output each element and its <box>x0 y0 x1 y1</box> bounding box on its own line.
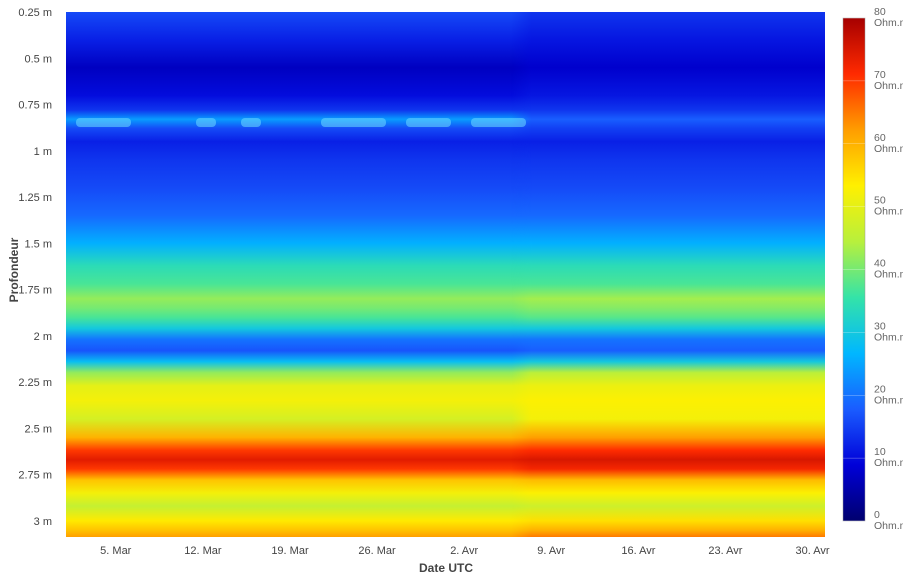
y-tick-label: 0.25 m <box>18 7 52 19</box>
colorbar-tick-unit: Ohm.m <box>874 457 903 469</box>
y-tick-label: 0.5 m <box>24 53 52 65</box>
x-tick-label: 19. Mar <box>271 545 309 557</box>
heatmap-cells-late <box>66 12 825 537</box>
y-tick-label: 3 m <box>34 516 52 528</box>
x-tick-label: 12. Mar <box>184 545 222 557</box>
colorbar-tick-unit: Ohm.m <box>874 331 903 343</box>
colorbar-tick-unit: Ohm.m <box>874 394 903 406</box>
colorbar-tick-unit: Ohm.m <box>874 269 903 281</box>
x-tick-label: 26. Mar <box>358 545 396 557</box>
high-resistivity-streak <box>196 118 216 127</box>
colorbar-tick-unit: Ohm.m <box>874 206 903 218</box>
y-tick-label: 2 m <box>34 331 52 343</box>
colorbar: 80Ohm.m70Ohm.m60Ohm.m50Ohm.m40Ohm.m30Ohm… <box>842 6 903 532</box>
x-tick-label: 9. Avr <box>537 545 565 557</box>
x-tick-label: 30. Avr <box>796 545 830 557</box>
high-resistivity-streak <box>321 118 386 127</box>
colorbar-tick-unit: Ohm.m <box>874 80 903 92</box>
y-axis-ticks: 0.25 m 0.5 m 0.75 m 1 m 1.25 m 1.5 m 1.75 m 2 m… <box>18 7 52 528</box>
high-resistivity-streak <box>241 118 261 127</box>
y-tick-label: 2.25 m <box>18 377 52 389</box>
colorbar-tick-value: 40 <box>874 258 886 270</box>
colorbar-tick-unit: Ohm.m <box>874 143 903 155</box>
y-tick-label: 1.5 m <box>24 238 52 250</box>
colorbar-ticks: 80Ohm.m70Ohm.m60Ohm.m50Ohm.m40Ohm.m30Ohm… <box>843 6 903 532</box>
heatmap-plot-area <box>66 12 825 537</box>
y-tick-label: 0.75 m <box>18 100 52 112</box>
y-tick-label: 1.75 m <box>18 285 52 297</box>
high-resistivity-streak <box>471 118 526 127</box>
x-tick-label: 16. Avr <box>621 545 655 557</box>
x-axis-ticks: 5. Mar 12. Mar 19. Mar 26. Mar 2. Avr 9. Avr 1… <box>100 545 830 557</box>
y-tick-label: 1 m <box>34 146 52 158</box>
y-tick-label: 1.25 m <box>18 192 52 204</box>
near-surface-streaks <box>76 118 526 127</box>
y-axis-title: Profondeur <box>7 237 21 302</box>
x-tick-label: 2. Avr <box>450 545 478 557</box>
colorbar-tick-value: 20 <box>874 383 886 395</box>
x-tick-label: 5. Mar <box>100 545 132 557</box>
high-resistivity-streak <box>406 118 451 127</box>
y-tick-label: 2.5 m <box>24 423 52 435</box>
x-tick-label: 23. Avr <box>708 545 742 557</box>
y-tick-label: 2.75 m <box>18 470 52 482</box>
colorbar-tick-unit: Ohm.m <box>874 520 903 532</box>
colorbar-tick-unit: Ohm.m <box>874 17 903 29</box>
colorbar-tick-value: 70 <box>874 69 886 81</box>
colorbar-tick-value: 30 <box>874 320 886 332</box>
high-resistivity-streak <box>76 118 131 127</box>
colorbar-tick-value: 80 <box>874 6 886 18</box>
colorbar-tick-value: 0 <box>874 509 880 521</box>
colorbar-tick-value: 60 <box>874 132 886 144</box>
x-axis-title: Date UTC <box>419 561 473 575</box>
colorbar-tick-value: 50 <box>874 195 886 207</box>
colorbar-tick-value: 10 <box>874 446 886 458</box>
